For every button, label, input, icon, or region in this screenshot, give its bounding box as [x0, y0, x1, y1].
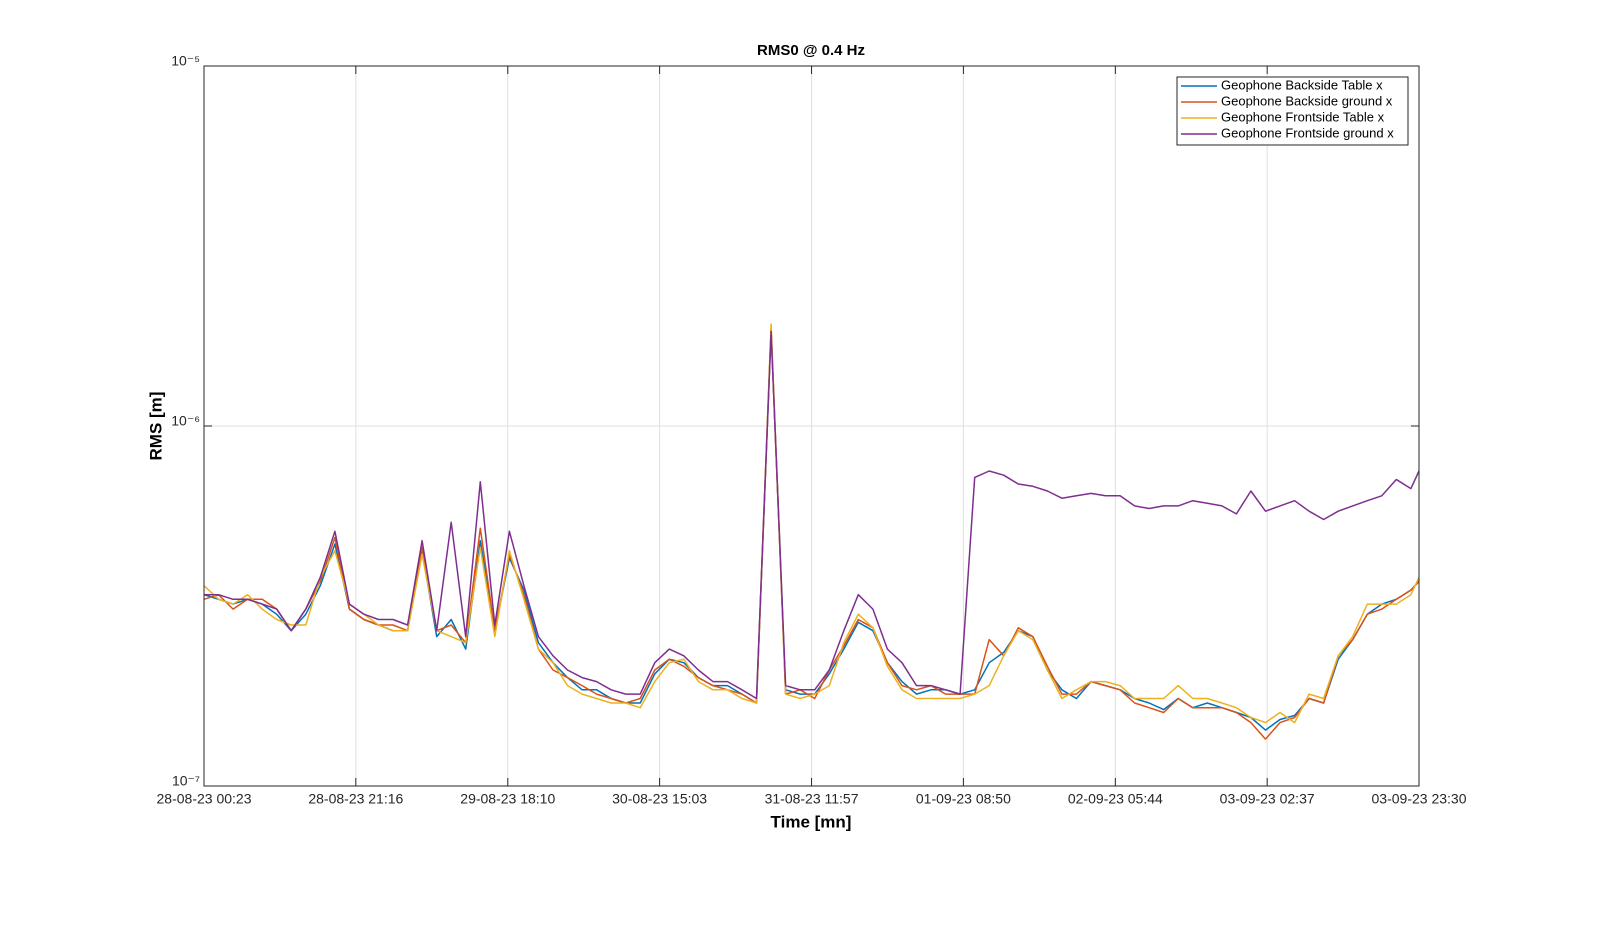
- y-tick-label: 10⁻⁵: [171, 53, 200, 69]
- x-tick-label: 29-08-23 18:10: [460, 791, 555, 807]
- series-line: [204, 330, 1420, 700]
- legend-label: Geophone Frontside ground x: [1221, 125, 1394, 140]
- x-tick-label: 03-09-23 23:30: [1372, 791, 1467, 807]
- series-line: [203, 323, 1420, 724]
- x-tick-label: 28-08-23 21:16: [308, 791, 403, 807]
- y-axis-label: RMS [m]: [146, 392, 165, 461]
- x-tick-label: 01-09-23 08:50: [916, 791, 1011, 807]
- x-tick-label: 31-08-23 11:57: [765, 791, 859, 807]
- x-tick-label: 02-09-23 05:44: [1068, 791, 1163, 807]
- x-tick-label: 28-08-23 00:23: [157, 791, 252, 807]
- chart-title: RMS0 @ 0.4 Hz: [757, 42, 865, 59]
- x-axis-label: Time [mn]: [771, 812, 852, 831]
- axes-box: [203, 65, 1420, 787]
- x-tick-label: 03-09-23 02:37: [1220, 791, 1315, 807]
- legend-label: Geophone Backside ground x: [1221, 93, 1393, 108]
- legend-label: Geophone Backside Table x: [1221, 77, 1383, 92]
- y-tick-label: 10⁻⁶: [171, 413, 200, 429]
- legend-label: Geophone Frontside Table x: [1221, 109, 1385, 124]
- x-tick-label: 30-08-23 15:03: [612, 791, 707, 807]
- y-tick-label: 10⁻⁷: [172, 773, 200, 789]
